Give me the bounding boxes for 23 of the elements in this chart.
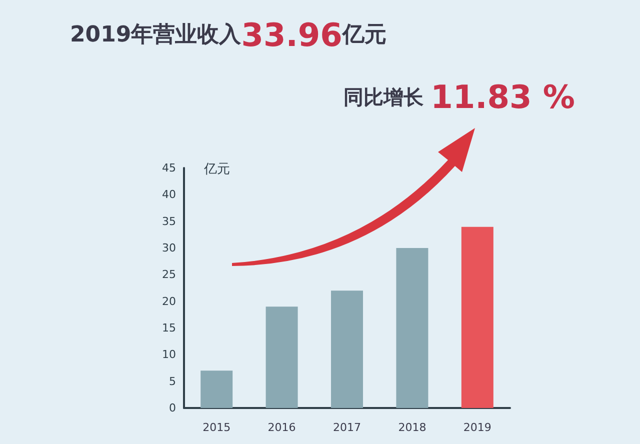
bar xyxy=(461,226,494,408)
bar xyxy=(266,306,298,408)
bar xyxy=(396,248,428,408)
bar xyxy=(331,290,363,408)
x-tick-label: 2018 xyxy=(398,421,426,434)
y-tick-label: 30 xyxy=(162,242,176,254)
y-axis-title: 亿元 xyxy=(203,162,230,177)
x-tick-label: 2019 xyxy=(463,421,492,434)
x-tick-label: 2017 xyxy=(333,421,361,434)
y-tick-label: 10 xyxy=(162,348,176,362)
x-tick-label: 2016 xyxy=(268,421,296,434)
y-tick-label: 45 xyxy=(162,162,176,174)
y-tick-label: 35 xyxy=(162,214,176,228)
bar xyxy=(200,370,233,408)
y-tick-label: 20 xyxy=(162,294,176,308)
y-tick-label: 40 xyxy=(162,188,176,202)
x-tick-label: 2015 xyxy=(202,421,231,434)
y-tick-label: 5 xyxy=(169,374,176,388)
y-tick-label: 15 xyxy=(162,322,176,334)
chart-title: 2019年营业收入33.96亿元 xyxy=(70,16,386,54)
chart-subtitle: 同比增长 11.83 % xyxy=(344,78,575,116)
y-tick-label: 25 xyxy=(162,268,176,282)
y-tick-label: 0 xyxy=(169,402,176,414)
